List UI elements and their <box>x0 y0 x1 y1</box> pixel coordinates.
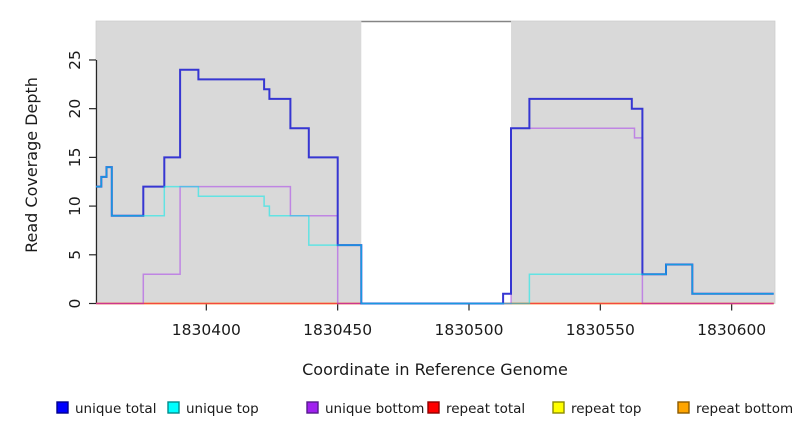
legend-swatch-unique-top <box>167 401 180 414</box>
legend: unique total unique top unique bottom repea… <box>56 401 792 417</box>
legend-label: repeat total <box>446 401 525 417</box>
y-tick-label: 5 <box>66 250 84 260</box>
legend-swatch-repeat-bottom <box>677 401 690 414</box>
legend-swatch-repeat-top <box>552 401 565 414</box>
x-tick-label: 1830550 <box>566 321 635 339</box>
legend-swatch-unique-total <box>56 401 69 414</box>
legend-swatch-unique-bottom <box>306 401 319 414</box>
legend-label: repeat top <box>571 401 641 417</box>
legend-label: unique bottom <box>325 401 424 417</box>
x-tick-label: 1830500 <box>434 321 503 339</box>
series-line-unique-bottom <box>96 127 774 305</box>
y-tick-label: 20 <box>66 99 84 119</box>
series-line-unique-top <box>96 166 774 305</box>
y-tick-label: 0 <box>66 299 84 309</box>
y-axis: 0 5 10 15 20 25 <box>66 50 98 309</box>
y-tick-label: 10 <box>66 196 84 216</box>
legend-label: repeat bottom <box>696 401 792 417</box>
x-axis: 1830400 1830450 1830500 1830550 1830600 <box>172 303 766 339</box>
x-tick-label: 1830600 <box>697 321 766 339</box>
highlight-band <box>361 21 512 304</box>
series-lines <box>96 68 774 305</box>
x-tick-label: 1830400 <box>172 321 241 339</box>
x-axis-title: Coordinate in Reference Genome <box>302 360 568 379</box>
x-tick-label: 1830450 <box>303 321 372 339</box>
y-axis-title: Read Coverage Depth <box>22 77 41 253</box>
y-tick-label: 25 <box>66 50 84 70</box>
legend-label: unique total <box>75 401 156 417</box>
legend-swatch-repeat-total <box>427 401 440 414</box>
legend-label: unique top <box>186 401 259 417</box>
y-tick-label: 15 <box>66 148 84 168</box>
